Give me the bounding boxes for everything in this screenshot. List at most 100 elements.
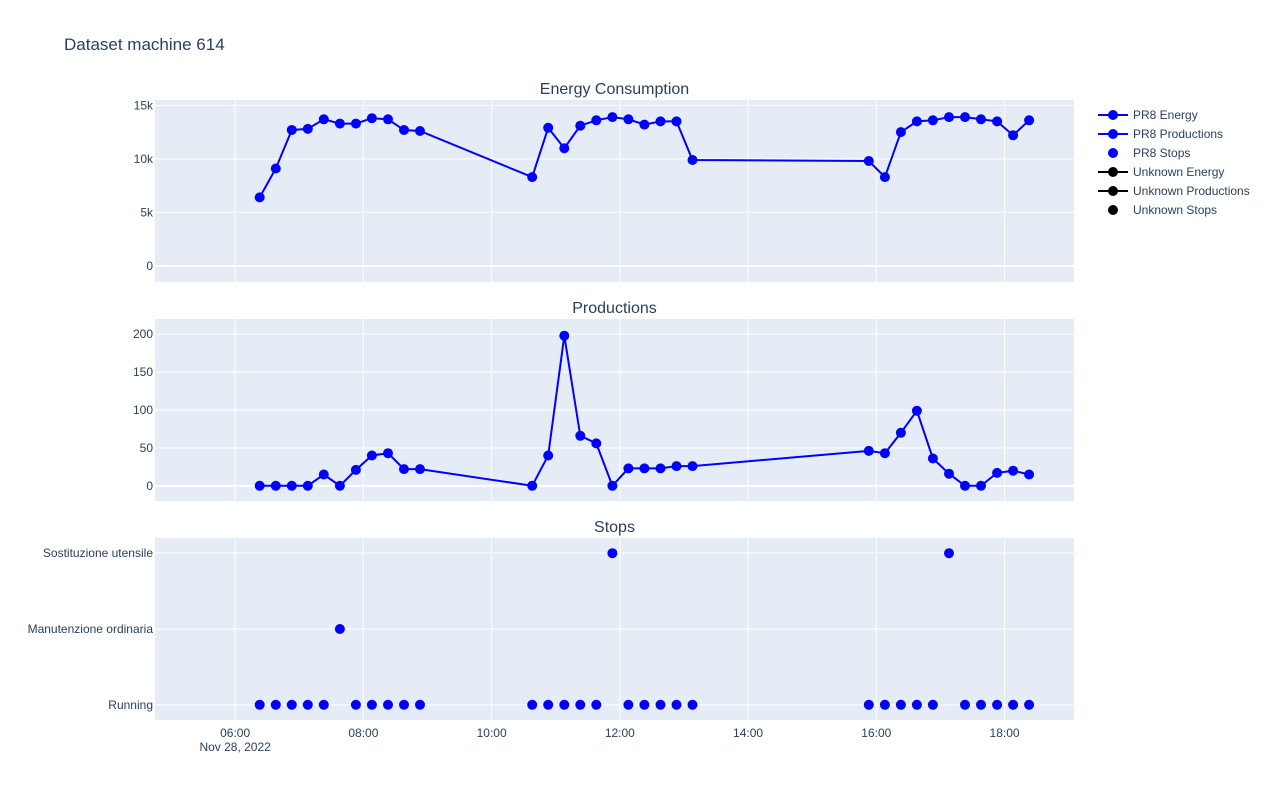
data-point[interactable] <box>639 463 650 474</box>
data-point[interactable] <box>879 172 890 183</box>
data-point[interactable] <box>992 467 1003 478</box>
data-point[interactable] <box>270 480 281 491</box>
data-point[interactable] <box>334 118 345 129</box>
data-point[interactable] <box>639 119 650 130</box>
data-point[interactable] <box>350 118 361 129</box>
data-point[interactable] <box>383 448 393 459</box>
data-point[interactable] <box>911 405 922 416</box>
data-point[interactable] <box>415 699 425 710</box>
data-point[interactable] <box>895 127 906 138</box>
data-point[interactable] <box>527 480 538 491</box>
data-point[interactable] <box>254 480 265 491</box>
legend-item[interactable]: Unknown Energy <box>1098 165 1224 179</box>
data-point[interactable] <box>992 699 1003 710</box>
data-point[interactable] <box>960 699 970 710</box>
data-point[interactable] <box>415 464 425 475</box>
data-point[interactable] <box>879 448 890 459</box>
data-point[interactable] <box>944 468 954 479</box>
data-point[interactable] <box>1008 130 1019 141</box>
data-point[interactable] <box>415 126 425 136</box>
data-point[interactable] <box>607 112 618 123</box>
data-point[interactable] <box>639 699 650 710</box>
data-point[interactable] <box>607 480 618 491</box>
data-point[interactable] <box>543 699 554 710</box>
data-point[interactable] <box>895 427 906 438</box>
data-point[interactable] <box>687 461 698 472</box>
data-point[interactable] <box>655 463 666 474</box>
data-point[interactable] <box>334 624 345 634</box>
data-point[interactable] <box>399 699 409 710</box>
data-point[interactable] <box>543 122 554 133</box>
data-point[interactable] <box>559 330 570 341</box>
data-point[interactable] <box>286 480 297 491</box>
data-point[interactable] <box>623 463 634 474</box>
data-point[interactable] <box>671 116 682 127</box>
data-point[interactable] <box>543 450 554 461</box>
data-point[interactable] <box>976 114 986 125</box>
data-point[interactable] <box>607 548 618 559</box>
data-point[interactable] <box>350 464 361 475</box>
data-point[interactable] <box>944 112 954 123</box>
data-point[interactable] <box>944 548 954 559</box>
data-point[interactable] <box>366 699 377 710</box>
data-point[interactable] <box>575 120 586 131</box>
data-point[interactable] <box>350 699 361 710</box>
data-point[interactable] <box>334 480 345 491</box>
data-point[interactable] <box>976 699 986 710</box>
legend-item[interactable]: PR8 Productions <box>1098 127 1223 141</box>
data-point[interactable] <box>254 699 265 710</box>
data-point[interactable] <box>655 699 666 710</box>
data-point[interactable] <box>383 114 393 125</box>
data-point[interactable] <box>927 115 938 126</box>
data-point[interactable] <box>927 699 938 710</box>
data-point[interactable] <box>591 699 602 710</box>
data-point[interactable] <box>286 699 297 710</box>
data-point[interactable] <box>976 480 986 491</box>
data-point[interactable] <box>366 450 377 461</box>
data-point[interactable] <box>302 123 313 134</box>
data-point[interactable] <box>302 699 313 710</box>
data-point[interactable] <box>863 156 874 166</box>
data-point[interactable] <box>671 461 682 472</box>
data-point[interactable] <box>559 143 570 154</box>
data-point[interactable] <box>927 453 938 464</box>
data-point[interactable] <box>623 699 634 710</box>
legend-item[interactable]: Unknown Productions <box>1098 184 1250 198</box>
data-point[interactable] <box>1008 465 1019 476</box>
data-point[interactable] <box>863 445 874 456</box>
data-point[interactable] <box>286 125 297 135</box>
data-point[interactable] <box>1008 699 1019 710</box>
data-point[interactable] <box>318 699 329 710</box>
data-point[interactable] <box>270 699 281 710</box>
data-point[interactable] <box>1024 469 1035 480</box>
data-point[interactable] <box>911 699 922 710</box>
data-point[interactable] <box>270 163 281 174</box>
data-point[interactable] <box>960 112 970 123</box>
data-point[interactable] <box>575 699 586 710</box>
data-point[interactable] <box>302 480 313 491</box>
data-point[interactable] <box>863 699 874 710</box>
data-point[interactable] <box>559 699 570 710</box>
data-point[interactable] <box>879 699 890 710</box>
data-point[interactable] <box>623 114 634 125</box>
data-point[interactable] <box>399 125 409 135</box>
data-point[interactable] <box>318 114 329 125</box>
data-point[interactable] <box>254 192 265 203</box>
data-point[interactable] <box>366 113 377 124</box>
data-point[interactable] <box>655 116 666 127</box>
data-point[interactable] <box>911 116 922 127</box>
data-point[interactable] <box>1024 115 1035 126</box>
legend-item[interactable]: PR8 Stops <box>1108 146 1190 160</box>
data-point[interactable] <box>318 469 329 480</box>
data-point[interactable] <box>591 115 602 126</box>
data-point[interactable] <box>399 464 409 475</box>
data-point[interactable] <box>687 155 698 165</box>
data-point[interactable] <box>591 438 602 449</box>
legend-item[interactable]: Unknown Stops <box>1108 203 1217 217</box>
data-point[interactable] <box>895 699 906 710</box>
data-point[interactable] <box>671 699 682 710</box>
data-point[interactable] <box>383 699 393 710</box>
data-point[interactable] <box>960 480 970 491</box>
data-point[interactable] <box>575 430 586 441</box>
data-point[interactable] <box>527 172 538 183</box>
